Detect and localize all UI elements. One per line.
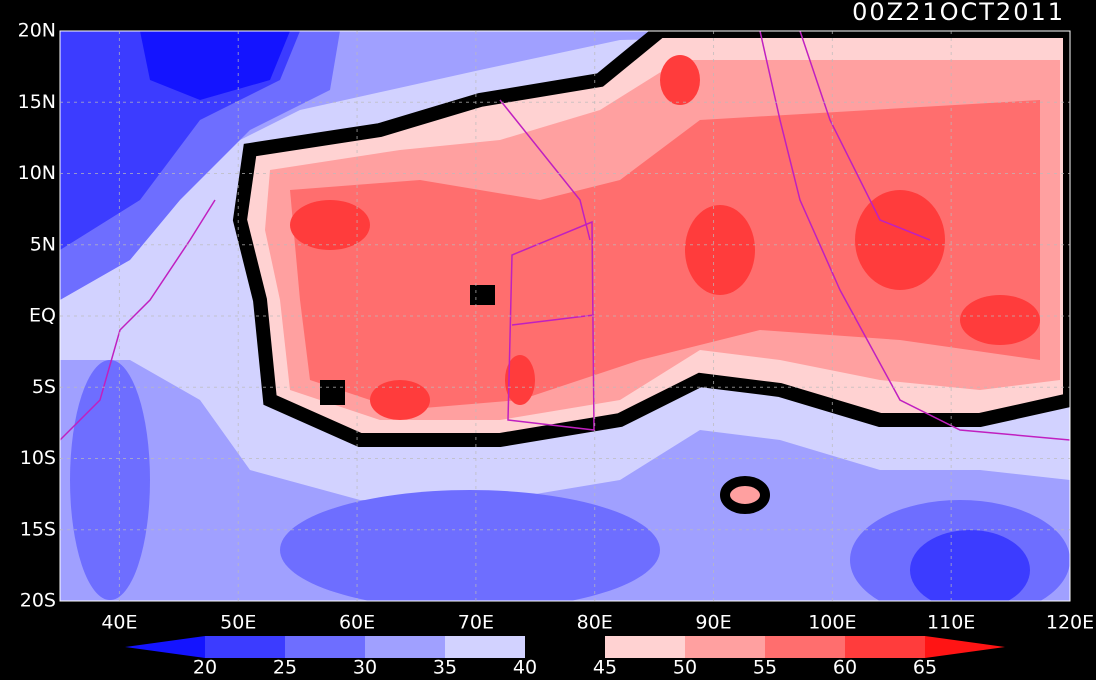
lon-label: 60E [339,612,375,634]
colorbar-swatch [925,636,1005,658]
colorbar-swatch [365,636,445,658]
colorbar-label: 20 [193,657,217,679]
lon-label: 110E [927,612,975,634]
colorbar-label: 50 [673,657,697,679]
lon-label: 50E [220,612,256,634]
colorbar-label: 35 [433,657,457,679]
field [60,31,1070,601]
colorbar-label: 25 [273,657,297,679]
colorbar-label: 65 [913,657,937,679]
colorbar-swatch [765,636,845,658]
lat-label: 5N [30,233,56,255]
lat-label: EQ [29,305,56,327]
colorbar-swatch [285,636,365,658]
colorbar-swatch [125,636,205,658]
lon-label: 40E [101,612,137,634]
colorbar-swatch [845,636,925,658]
colorbar-swatch [445,636,525,658]
map-title: 00Z21OCT2011 [852,0,1065,26]
colorbar-label: 40 [513,657,537,679]
lat-label: 10N [18,162,56,184]
lat-label: 5S [32,376,56,398]
lat-label: 15S [20,518,56,540]
lat-label: 20N [18,20,56,42]
colorbar-swatch [205,636,285,658]
colorbar: 20 25 30 35 40 45 50 55 60 65 [125,636,1005,679]
colorbar-swatch [685,636,765,658]
colorbar-swatch [605,636,685,658]
lon-label: 90E [695,612,731,634]
lon-label: 80E [577,612,613,634]
colorbar-label: 45 [593,657,617,679]
axes: 20N 15N 10N 5N EQ 5S 10S 15S 20S 40E 50E 60E 70E 80E 9… [18,20,1095,634]
colorbar-swatch [525,636,605,658]
colorbar-label: 60 [833,657,857,679]
lon-label: 100E [808,612,856,634]
lon-label: 120E [1046,612,1094,634]
lat-label: 15N [18,91,56,113]
lat-label: 10S [20,447,56,469]
lat-label: 20S [20,590,56,612]
colorbar-label: 30 [353,657,377,679]
colorbar-label: 55 [753,657,777,679]
lon-label: 70E [458,612,494,634]
